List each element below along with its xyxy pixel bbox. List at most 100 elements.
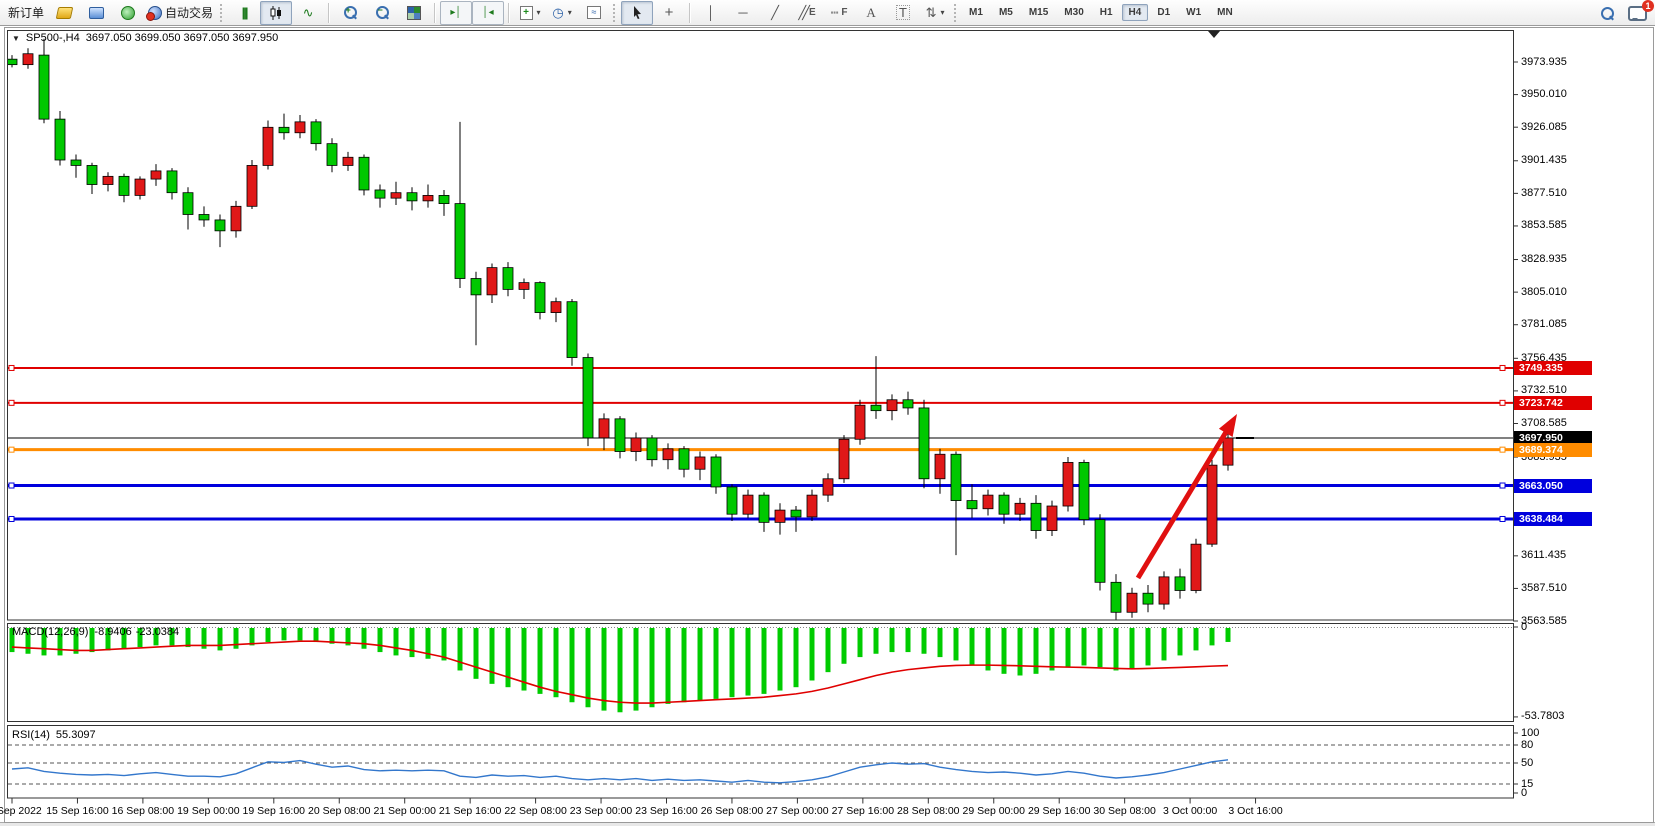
timeframe-button-m5[interactable]: M5 — [998, 7, 1013, 18]
autotrading-button[interactable]: 自动交易 — [144, 1, 217, 25]
timeframe-button-m15[interactable]: M15 — [1028, 7, 1049, 18]
price-tag-3697.950[interactable]: 3697.950 — [1514, 430, 1592, 445]
macd-histogram-bar — [505, 628, 511, 688]
macd-histogram-bar — [633, 628, 639, 711]
notifications-button[interactable]: 1 — [1628, 0, 1654, 21]
hline-handle[interactable] — [8, 399, 15, 406]
macd-histogram-bar — [953, 628, 959, 661]
macd-histogram-bar — [777, 628, 783, 691]
candle-body — [870, 404, 882, 412]
macd-histogram-bar — [409, 628, 415, 658]
hline-handle[interactable] — [1499, 446, 1506, 453]
price-tag-3723.742[interactable]: 3723.742 — [1514, 395, 1592, 410]
timeframe-button-m1[interactable]: M1 — [969, 7, 983, 18]
market-watch-button[interactable] — [80, 1, 112, 25]
time-axis-label: 15 Sep 2022 — [0, 805, 42, 817]
timeframe-button-w1[interactable]: W1 — [1186, 7, 1202, 18]
candle-body — [1206, 464, 1218, 545]
macd-histogram-bar — [393, 628, 399, 656]
vertical-line-tool-button[interactable]: │ — [695, 1, 727, 25]
period-button[interactable]: ◷ ▾ — [546, 1, 578, 25]
autoscroll-icon: ▸│ — [450, 7, 462, 18]
price-axis-label: 3877.510 — [1521, 186, 1567, 199]
hline-handle[interactable] — [8, 515, 15, 522]
window-menu-icon[interactable]: ▼ — [12, 33, 20, 43]
price-tag-3749.335[interactable]: 3749.335 — [1514, 360, 1592, 375]
candle-body — [710, 456, 722, 488]
time-axis-label: 23 Sep 16:00 — [635, 805, 698, 817]
candle-body — [150, 170, 162, 180]
horizontal-line-tool-button[interactable]: ─ — [727, 1, 759, 25]
signals-button[interactable] — [112, 1, 144, 25]
candlestick-chart-button[interactable] — [260, 0, 293, 25]
candle-body — [838, 438, 850, 480]
price-tag-3638.484[interactable]: 3638.484 — [1514, 511, 1592, 526]
new-order-button[interactable]: 新订单 — [4, 1, 48, 25]
arrows-tool-button[interactable]: ⇅ ▾ — [919, 1, 951, 25]
macd-histogram-bar — [617, 628, 623, 713]
charts-window-button[interactable] — [48, 1, 80, 25]
zoom-out-button[interactable]: − — [366, 1, 398, 25]
channel-tool-button[interactable]: ╱╱ E — [791, 1, 823, 25]
time-axis-label: 22 Sep 08:00 — [504, 805, 567, 817]
text-tool-button[interactable]: A — [855, 1, 887, 25]
add-indicator-button[interactable]: + ▾ — [514, 1, 546, 25]
candle-body — [358, 156, 370, 191]
line-chart-button[interactable]: ∿ — [292, 1, 324, 25]
time-axis-label: 21 Sep 00:00 — [373, 805, 436, 817]
chart-shift-button[interactable]: │◂ — [472, 0, 505, 25]
zoom-in-button[interactable]: + — [334, 1, 366, 25]
chart-shift-marker[interactable] — [1208, 31, 1220, 38]
hline-handle[interactable] — [1499, 515, 1506, 522]
macd-histogram-bar — [1209, 628, 1215, 646]
template-button[interactable]: ≈ — [578, 1, 610, 25]
timeframe-button-mn[interactable]: MN — [1217, 7, 1233, 18]
hline-handle[interactable] — [1499, 399, 1506, 406]
candle-body — [422, 195, 434, 202]
rsi-name-label: RSI(14) — [12, 729, 50, 741]
hline-handle[interactable] — [1499, 482, 1506, 489]
rsi-axis-label: 50 — [1521, 756, 1534, 769]
cursor-tool-button[interactable] — [621, 0, 654, 25]
candle-body — [22, 53, 34, 66]
template-icon: ≈ — [587, 6, 602, 19]
candle-body — [246, 165, 258, 207]
fibonacci-tool-button[interactable]: ┅ F — [823, 1, 855, 25]
trendline-tool-button[interactable]: ╱ — [759, 1, 791, 25]
trend-arrow-head[interactable] — [1218, 414, 1237, 437]
tile-windows-button[interactable] — [398, 1, 430, 25]
macd-histogram-bar — [1161, 628, 1167, 661]
autoscroll-button[interactable]: ▸│ — [440, 0, 473, 25]
timeframe-button-d1[interactable]: D1 — [1157, 7, 1171, 18]
toolbar-separator — [328, 2, 331, 23]
price-tag-3689.374[interactable]: 3689.374 — [1514, 442, 1592, 457]
macd-histogram-bar — [329, 628, 335, 644]
time-axis-label: 27 Sep 00:00 — [766, 805, 829, 817]
timeframe-button-m30[interactable]: M30 — [1064, 7, 1084, 18]
channel-sub-label: E — [809, 7, 816, 18]
candle-body — [630, 437, 642, 452]
crosshair-tool-button[interactable]: + — [653, 1, 685, 25]
bar-chart-button[interactable]: ||| — [228, 1, 260, 25]
candle-body — [470, 278, 482, 296]
hline-handle[interactable] — [1499, 364, 1506, 371]
search-button[interactable] — [1601, 6, 1614, 20]
timeframe-button-h4[interactable]: H4 — [1121, 4, 1149, 21]
macd-histogram-bar — [121, 628, 127, 649]
price-tag-3663.050[interactable]: 3663.050 — [1514, 478, 1592, 493]
timeframe-button-h1[interactable]: H1 — [1099, 7, 1113, 18]
trend-arrow-line[interactable] — [1135, 430, 1229, 580]
hline-handle[interactable] — [8, 482, 15, 489]
candle-body — [262, 126, 274, 166]
candle-body — [326, 143, 338, 166]
candle-body — [582, 357, 594, 439]
hline-handle[interactable] — [8, 446, 15, 453]
candle-body — [502, 267, 514, 290]
macd-histogram-bar — [9, 628, 15, 653]
hline-handle[interactable] — [8, 364, 15, 371]
macd-histogram-bar — [521, 628, 527, 691]
label-tool-button[interactable]: T — [887, 1, 919, 25]
chart-title-bar[interactable]: ▼ SP500-,H4 3697.050 3699.050 3697.050 3… — [12, 32, 278, 44]
dropdown-caret-icon: ▾ — [567, 8, 572, 17]
